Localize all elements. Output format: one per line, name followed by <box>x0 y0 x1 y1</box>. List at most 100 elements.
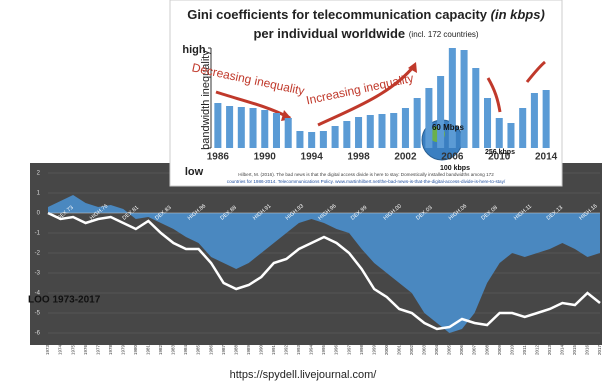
x-tick-label: 1988 <box>233 344 238 355</box>
area <box>48 195 600 333</box>
bar <box>214 103 222 148</box>
x-tick-label: 2006 <box>459 344 464 355</box>
bar <box>530 93 538 148</box>
x-tick-label: 2000 <box>384 344 389 355</box>
x-tick-label: 1986 <box>207 152 230 163</box>
x-tick-label: 2009 <box>497 344 502 355</box>
x-tick-label: 1975 <box>70 344 75 355</box>
x-tick-label: 2011 <box>522 345 527 355</box>
citation: Hilbert, M. (2016). The bad news is that… <box>238 172 494 177</box>
y-tick-label: -2 <box>35 251 41 257</box>
x-tick-label: 2004 <box>434 344 439 355</box>
x-tick-label: 1993 <box>296 344 301 355</box>
x-tick-label: 2016 <box>585 344 590 355</box>
bar <box>484 98 492 148</box>
bar <box>319 131 327 148</box>
y-tick-label: 1 <box>37 191 41 197</box>
x-tick-label: 2002 <box>394 152 417 163</box>
bar <box>437 76 445 148</box>
bar <box>448 48 456 148</box>
x-tick-label: 1987 <box>221 344 226 355</box>
y-tick-label: -5 <box>35 311 41 317</box>
x-tick-label: 1982 <box>158 344 163 355</box>
x-tick-label: 1992 <box>284 344 289 355</box>
x-tick-label: 2010 <box>509 344 514 355</box>
y-axis-label: bandwidth inequality <box>200 50 212 150</box>
x-tick-label: 1998 <box>347 152 370 163</box>
x-tick-label: 2007 <box>472 344 477 355</box>
x-tick-label: 2005 <box>447 344 452 355</box>
arrow <box>525 60 546 83</box>
y-tick-label: low <box>185 166 204 178</box>
inset-panel <box>169 0 563 187</box>
x-tick-label: 2002 <box>409 344 414 355</box>
y-tick-label: -1 <box>35 231 41 237</box>
title-unit: (in kbps) <box>491 7 545 22</box>
y-tick-label: -3 <box>35 271 41 277</box>
line <box>47 211 601 331</box>
bar <box>413 98 421 148</box>
x-tick-label: 1973 <box>45 344 50 355</box>
bar <box>425 88 433 148</box>
bar <box>308 132 316 148</box>
x-tick-label: 1991 <box>271 344 276 355</box>
y-tick-label: -4 <box>35 291 41 297</box>
bar <box>460 50 468 148</box>
x-tick-label: 1994 <box>309 344 314 355</box>
x-tick-label: 2014 <box>535 152 558 163</box>
bar <box>401 108 409 148</box>
citation: countries for 1986-2014. Telecommunicati… <box>227 179 506 184</box>
annotation: 256 kbps <box>485 149 515 156</box>
x-tick-label: 2012 <box>534 344 539 355</box>
title-line2: per individual worldwide <box>253 26 405 41</box>
bar <box>249 108 257 148</box>
title-note: (incl. 172 countries) <box>409 30 479 39</box>
bar <box>343 121 351 148</box>
bar <box>296 131 304 148</box>
x-tick-label: 2003 <box>422 344 427 355</box>
bar <box>284 118 292 148</box>
x-tick-label: 2010 <box>488 152 511 163</box>
x-tick-label: 1990 <box>258 344 263 355</box>
y-tick-label: -6 <box>35 331 41 337</box>
y-tick-label: high <box>182 44 205 56</box>
arrow <box>317 65 416 127</box>
annotation: 60 Mbps <box>432 123 465 132</box>
bar <box>378 114 386 148</box>
background-chart: 2 1 0 -1 -2 -3 -4 -5 -6 1973 1974 1975 1976 1977 1978 1… <box>28 171 602 355</box>
x-tick-label: 1994 <box>301 152 324 163</box>
x-tick-label: 1999 <box>371 344 376 355</box>
x-tick-label: 1978 <box>108 344 113 355</box>
x-tick-label: 1998 <box>359 344 364 355</box>
arrow <box>486 77 502 113</box>
inset-title: Gini coefficients for telecommunication … <box>187 7 545 22</box>
x-tick-label: 1985 <box>196 344 201 355</box>
x-tick-label: 1989 <box>246 344 251 355</box>
bar <box>519 108 527 148</box>
bar <box>366 115 374 148</box>
bar <box>261 110 269 148</box>
x-tick-label: 1997 <box>346 344 351 355</box>
bar <box>355 117 363 148</box>
bar <box>272 113 280 148</box>
y-tick-label: 2 <box>37 171 41 177</box>
bar <box>495 118 503 148</box>
bar <box>237 107 245 148</box>
bar <box>331 126 339 148</box>
footer-url: https://spydell.livejournal.com/ <box>230 369 378 381</box>
x-tick-label: 2008 <box>484 344 489 355</box>
arrowhead <box>408 62 417 73</box>
x-tick-label: 2001 <box>396 344 401 355</box>
x-tick-label: 1981 <box>146 344 151 355</box>
x-tick-label: 1996 <box>334 344 339 355</box>
x-tick-label: 1980 <box>133 344 138 355</box>
x-tick-label: 2006 <box>441 152 464 163</box>
bar <box>226 106 234 148</box>
bar <box>542 90 550 148</box>
x-tick-label: 1974 <box>58 344 63 355</box>
x-tick-label: 1984 <box>183 344 188 355</box>
x-tick-label: 2014 <box>560 344 565 355</box>
x-tick-label: 1976 <box>83 344 88 355</box>
bar <box>390 113 398 148</box>
